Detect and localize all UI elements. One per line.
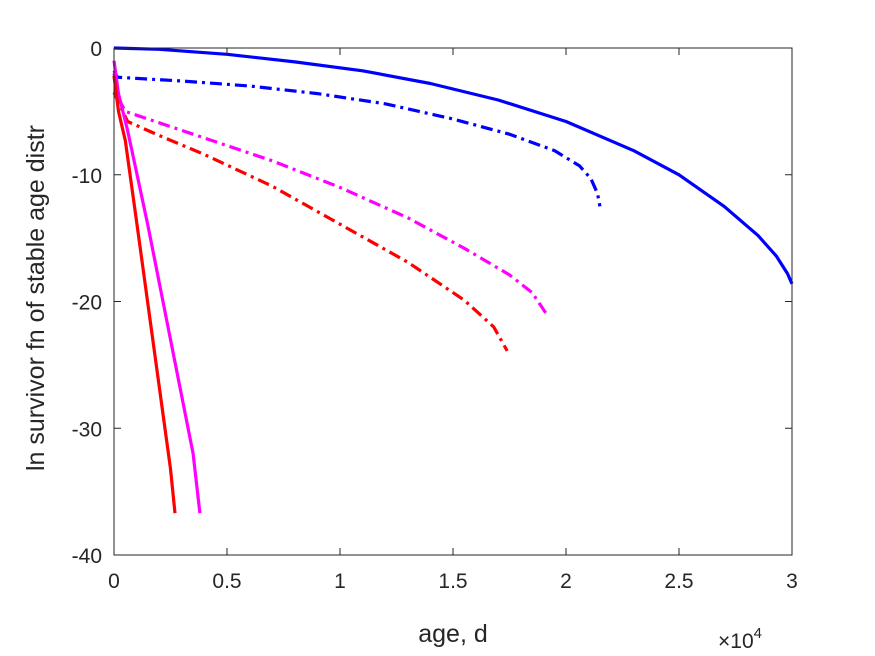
y-tick-label: 0 [90,38,102,61]
series-line-3 [112,73,548,314]
series-line-6 [112,75,177,514]
y-tick-label: -40 [72,545,102,568]
series-line-1 [113,46,794,285]
x-tick-label: 0 [108,570,120,593]
series-layer [112,46,794,514]
plot-area [114,48,792,555]
x-axis-label: age, d [418,620,488,648]
series-line-2 [112,70,602,207]
plot-background [114,48,792,555]
x-tick-label: 1 [334,570,346,593]
ticks-layer: 0 0.5 1 1.5 2 2.5 3 0 -10 -20 -30 -40 [72,38,798,593]
x-exponent-base: ×10 [718,630,754,653]
y-tick-label: -10 [72,165,102,188]
x-tick-label: 0.5 [212,570,241,593]
x-exponent-power: 4 [754,625,762,642]
series-line-5 [112,60,202,514]
x-exponent-label: ×104 [718,625,762,653]
y-axis-label: ln survivor fn of stable age distr [22,125,50,471]
x-tick-label: 1.5 [438,570,467,593]
y-tick-label: -30 [72,418,102,441]
x-tick-label: 2.5 [664,570,693,593]
x-tick-label: 2 [560,570,572,593]
x-tick-label: 3 [786,570,798,593]
y-tick-label: -20 [72,292,102,315]
